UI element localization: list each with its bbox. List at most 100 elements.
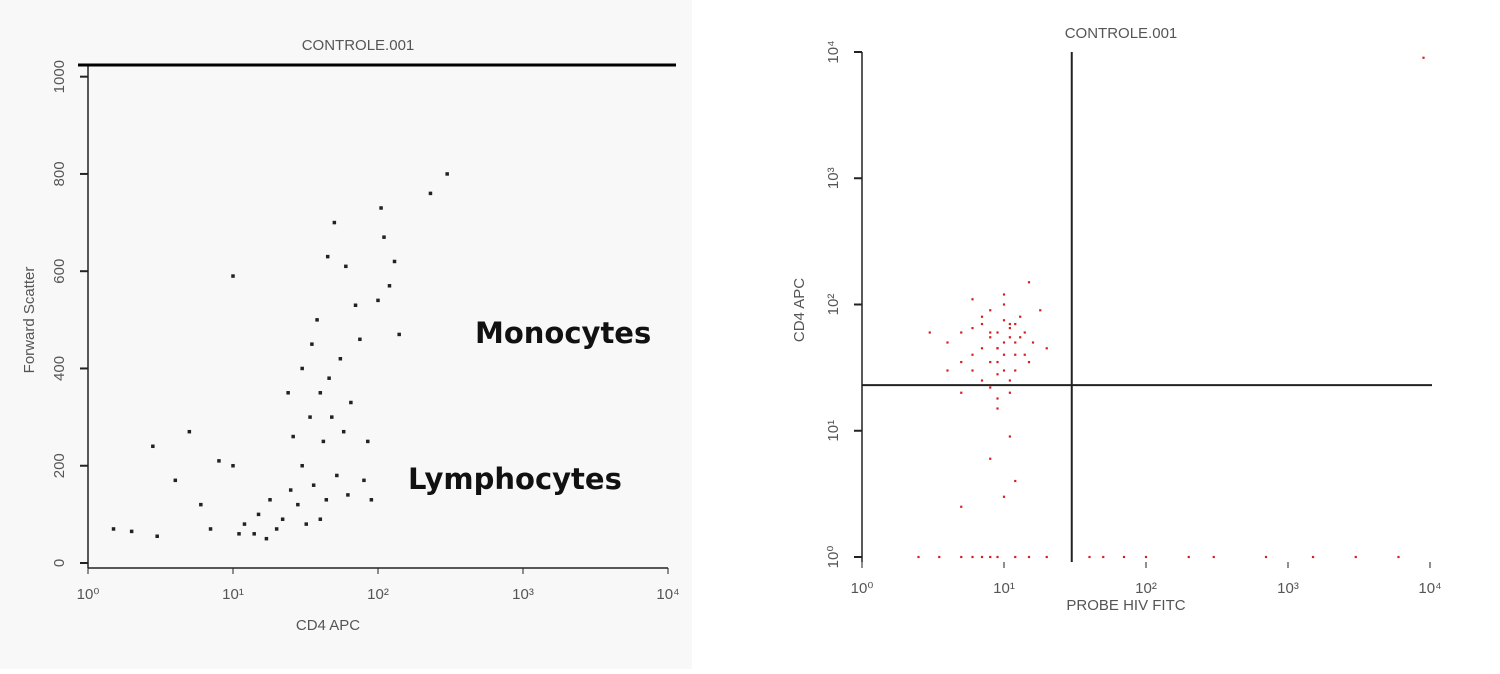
point bbox=[989, 457, 992, 460]
annotation: Lymphocytes bbox=[408, 462, 622, 496]
point bbox=[996, 331, 999, 334]
point bbox=[1045, 555, 1048, 559]
point bbox=[996, 407, 999, 410]
point bbox=[1008, 435, 1011, 438]
point bbox=[231, 274, 235, 278]
x-tick-label: 10⁴ bbox=[1418, 580, 1441, 597]
point bbox=[1008, 336, 1011, 339]
y-tick-label: 10² bbox=[825, 294, 842, 316]
x-axis-label: PROBE HIV FITC bbox=[1066, 597, 1185, 614]
point bbox=[1311, 555, 1315, 559]
point bbox=[376, 298, 380, 303]
point bbox=[989, 309, 992, 312]
point bbox=[231, 463, 235, 468]
y-tick-label: 200 bbox=[51, 453, 68, 478]
point bbox=[946, 341, 949, 344]
point bbox=[1014, 369, 1017, 372]
point bbox=[308, 415, 312, 419]
point bbox=[237, 532, 241, 536]
point bbox=[318, 517, 323, 521]
point bbox=[1354, 555, 1357, 559]
y-tick-label: 10⁴ bbox=[825, 40, 842, 63]
point bbox=[151, 444, 155, 449]
point bbox=[1014, 555, 1017, 559]
x-tick-label: 10² bbox=[367, 586, 389, 603]
point bbox=[264, 536, 269, 541]
y-tick-label: 10¹ bbox=[825, 420, 842, 442]
point bbox=[252, 532, 256, 536]
point bbox=[199, 502, 203, 507]
point bbox=[989, 386, 992, 389]
x-tick-label: 10³ bbox=[512, 586, 534, 603]
point bbox=[971, 353, 974, 356]
point bbox=[980, 379, 984, 382]
point bbox=[335, 473, 339, 478]
x-tick-label: 10⁰ bbox=[851, 580, 874, 597]
point bbox=[1002, 303, 1006, 306]
point bbox=[392, 259, 397, 264]
x-tick-label: 10¹ bbox=[993, 580, 1015, 597]
y-tick-label: 600 bbox=[51, 259, 68, 284]
x-tick-label: 10⁰ bbox=[77, 586, 100, 603]
point bbox=[1002, 495, 1006, 498]
annotation: Monocytes bbox=[475, 316, 651, 350]
x-tick-label: 10¹ bbox=[222, 586, 244, 603]
point bbox=[362, 478, 366, 483]
point bbox=[325, 254, 330, 259]
point bbox=[187, 429, 192, 434]
point bbox=[155, 534, 159, 539]
point bbox=[315, 318, 319, 322]
point bbox=[971, 327, 974, 330]
point bbox=[332, 220, 337, 225]
chart-title: CONTROLE.001 bbox=[1065, 25, 1178, 42]
point bbox=[980, 555, 984, 559]
point bbox=[300, 463, 304, 468]
point bbox=[324, 498, 329, 502]
left-panel bbox=[0, 0, 692, 669]
point bbox=[280, 517, 285, 521]
point bbox=[217, 459, 221, 463]
y-tick-label: 10⁰ bbox=[825, 546, 842, 569]
point bbox=[1027, 360, 1031, 364]
point bbox=[1023, 353, 1026, 356]
point bbox=[1008, 322, 1011, 326]
point bbox=[1027, 281, 1031, 284]
point bbox=[349, 400, 353, 405]
point bbox=[274, 527, 279, 531]
point bbox=[1397, 555, 1400, 559]
point bbox=[242, 522, 247, 526]
point bbox=[989, 336, 992, 339]
point bbox=[1045, 347, 1048, 350]
point bbox=[1122, 555, 1126, 559]
point bbox=[971, 298, 974, 301]
point bbox=[321, 439, 326, 444]
point bbox=[996, 555, 999, 559]
point bbox=[366, 439, 370, 444]
point bbox=[996, 347, 999, 350]
point bbox=[1002, 319, 1006, 322]
point bbox=[338, 356, 343, 361]
point bbox=[173, 478, 178, 483]
point bbox=[318, 391, 323, 395]
point bbox=[111, 527, 116, 531]
point bbox=[946, 369, 949, 372]
point bbox=[304, 522, 308, 526]
point bbox=[296, 502, 300, 507]
y-tick-label: 800 bbox=[51, 161, 68, 186]
y-tick-label: 1000 bbox=[51, 60, 68, 93]
point bbox=[1031, 341, 1035, 344]
point bbox=[989, 331, 992, 334]
point bbox=[917, 555, 920, 559]
point bbox=[358, 337, 362, 342]
point bbox=[996, 360, 999, 364]
point bbox=[1102, 555, 1105, 559]
y-axis-label: CD4 APC bbox=[791, 278, 808, 342]
y-tick-label: 0 bbox=[51, 559, 68, 567]
point bbox=[300, 366, 304, 371]
point bbox=[1187, 555, 1190, 559]
point bbox=[971, 555, 974, 559]
point bbox=[208, 527, 213, 531]
point bbox=[428, 191, 433, 196]
x-tick-label: 10⁴ bbox=[656, 586, 679, 603]
